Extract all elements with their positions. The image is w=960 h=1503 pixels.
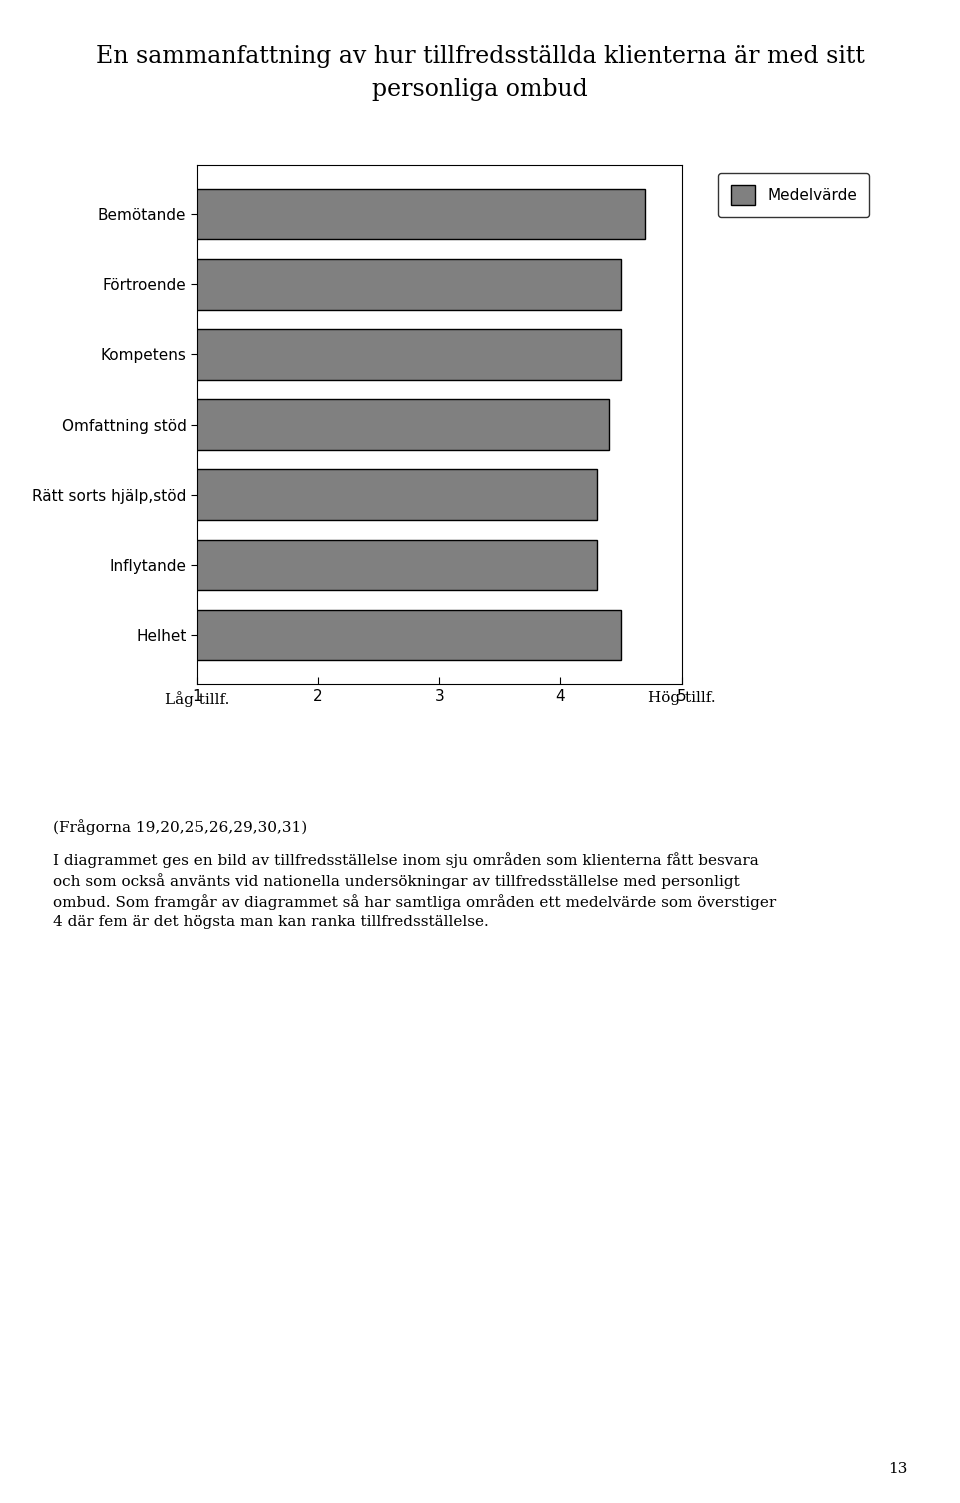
- Bar: [76, 329, 621, 380]
- Bar: [76, 610, 621, 660]
- Text: Låg tillf.: Låg tillf.: [164, 691, 229, 708]
- Bar: [76, 189, 645, 239]
- Bar: [76, 400, 609, 449]
- Text: En sammanfattning av hur tillfredsställda klienterna är med sitt: En sammanfattning av hur tillfredsställd…: [96, 45, 864, 68]
- Bar: [76, 259, 621, 310]
- Bar: [76, 540, 597, 591]
- Text: I diagrammet ges en bild av tillfredsställelse inom sju områden som klienterna f: I diagrammet ges en bild av tillfredsstä…: [53, 852, 776, 929]
- Legend: Medelvärde: Medelvärde: [718, 173, 870, 216]
- Text: Hög tillf.: Hög tillf.: [648, 691, 715, 705]
- Bar: [76, 469, 597, 520]
- Text: 13: 13: [888, 1462, 907, 1476]
- Text: personliga ombud: personliga ombud: [372, 78, 588, 101]
- Text: (Frågorna 19,20,25,26,29,30,31): (Frågorna 19,20,25,26,29,30,31): [53, 819, 307, 836]
